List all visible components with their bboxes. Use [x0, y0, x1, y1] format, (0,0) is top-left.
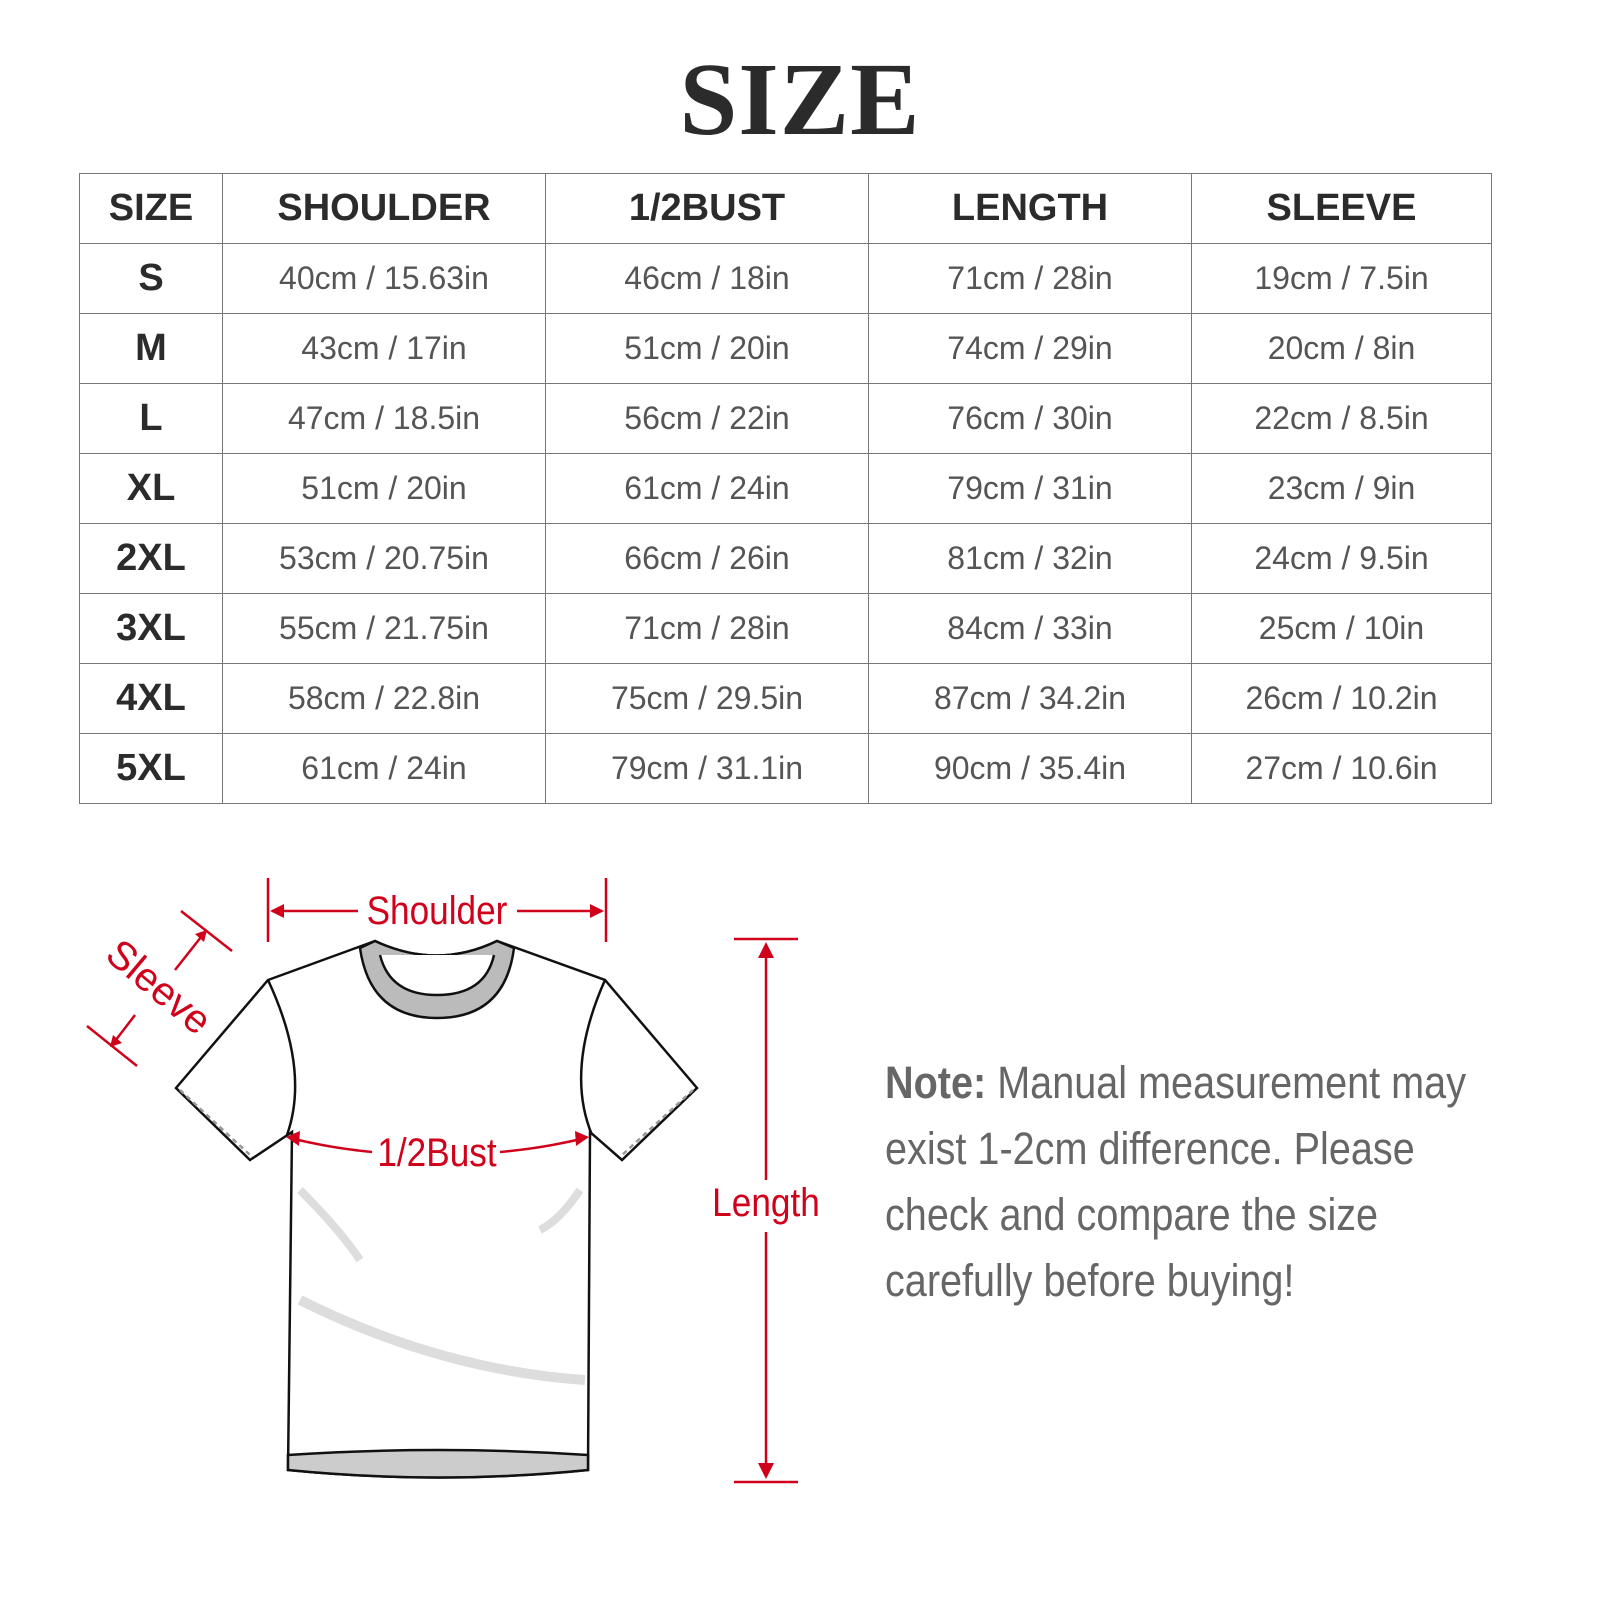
measurement-cell: 71cm / 28in [545, 593, 869, 664]
measurement-cell: 53cm / 20.75in [222, 523, 546, 594]
measurement-cell: 27cm / 10.6in [1191, 733, 1492, 804]
size-cell: 5XL [79, 733, 223, 804]
header-cell: SIZE [79, 173, 223, 244]
measurement-arrows [86, 878, 798, 1484]
header-cell: LENGTH [868, 173, 1192, 244]
bust-label: 1/2Bust [377, 1130, 497, 1175]
size-cell: XL [79, 453, 223, 524]
measurement-cell: 51cm / 20in [222, 453, 546, 524]
length-label: Length [712, 1180, 820, 1225]
measurement-cell: 87cm / 34.2in [868, 663, 1192, 734]
measurement-cell: 81cm / 32in [868, 523, 1192, 594]
note-body: Manual measurement may exist 1-2cm diffe… [885, 1057, 1466, 1306]
sleeve-label: Sleeve [98, 931, 220, 1043]
size-cell: 4XL [79, 663, 223, 734]
table-row: 4XL 58cm / 22.8in 75cm / 29.5in 87cm / 34.2… [79, 663, 1492, 734]
table-row: 3XL 55cm / 21.75in 71cm / 28in 84cm / 33in 2… [79, 593, 1492, 664]
measurement-cell: 71cm / 28in [868, 243, 1192, 314]
note-text: Note: Manual measurement may exist 1-2cm… [885, 1050, 1501, 1314]
size-cell: 2XL [79, 523, 223, 594]
measurement-cell: 19cm / 7.5in [1191, 243, 1492, 314]
table-row: 2XL 53cm / 20.75in 66cm / 26in 81cm / 32in 2… [79, 523, 1492, 594]
header-cell: SHOULDER [222, 173, 546, 244]
measurement-cell: 56cm / 22in [545, 383, 869, 454]
measurement-cell: 90cm / 35.4in [868, 733, 1192, 804]
note-label: Note: [885, 1057, 987, 1108]
measurement-cell: 20cm / 8in [1191, 313, 1492, 384]
measurement-cell: 40cm / 15.63in [222, 243, 546, 314]
table-row: S 40cm / 15.63in 46cm / 18in 71cm / 28in 19c… [79, 243, 1492, 314]
size-cell: L [79, 383, 223, 454]
table-row: 5XL 61cm / 24in 79cm / 31.1in 90cm / 35.4in… [79, 733, 1492, 804]
measurement-cell: 58cm / 22.8in [222, 663, 546, 734]
measurement-cell: 26cm / 10.2in [1191, 663, 1492, 734]
measurement-cell: 46cm / 18in [545, 243, 869, 314]
measurement-cell: 79cm / 31.1in [545, 733, 869, 804]
measurement-cell: 61cm / 24in [545, 453, 869, 524]
measurement-cell: 25cm / 10in [1191, 593, 1492, 664]
size-cell: S [79, 243, 223, 314]
measurement-cell: 55cm / 21.75in [222, 593, 546, 664]
measurement-cell: 76cm / 30in [868, 383, 1192, 454]
measurement-cell: 79cm / 31in [868, 453, 1192, 524]
size-table: SIZE SHOULDER 1/2BUST LENGTH SLEEVE S 40c… [79, 173, 1492, 804]
shoulder-label: Shoulder [367, 888, 508, 933]
measurement-cell: 61cm / 24in [222, 733, 546, 804]
measurement-cell: 47cm / 18.5in [222, 383, 546, 454]
measurement-cell: 84cm / 33in [868, 593, 1192, 664]
measurement-cell: 24cm / 9.5in [1191, 523, 1492, 594]
size-cell: 3XL [79, 593, 223, 664]
table-header-row: SIZE SHOULDER 1/2BUST LENGTH SLEEVE [79, 173, 1492, 244]
tshirt-diagram: Shoulder Sleeve 1/2Bust Length [86, 878, 820, 1484]
measurement-cell: 43cm / 17in [222, 313, 546, 384]
tshirt-illustration [174, 939, 699, 1479]
measurement-cell: 23cm / 9in [1191, 453, 1492, 524]
measurement-cell: 66cm / 26in [545, 523, 869, 594]
table-row: M 43cm / 17in 51cm / 20in 74cm / 29in 20cm /… [79, 313, 1492, 384]
table-row: XL 51cm / 20in 61cm / 24in 79cm / 31in 23cm … [79, 453, 1492, 524]
measurement-cell: 75cm / 29.5in [545, 663, 869, 734]
measurement-cell: 74cm / 29in [868, 313, 1192, 384]
measurement-cell: 22cm / 8.5in [1191, 383, 1492, 454]
header-cell: SLEEVE [1191, 173, 1492, 244]
page-title: SIZE [679, 42, 921, 157]
measurement-cell: 51cm / 20in [545, 313, 869, 384]
size-cell: M [79, 313, 223, 384]
table-row: L 47cm / 18.5in 56cm / 22in 76cm / 30in 22cm… [79, 383, 1492, 454]
header-cell: 1/2BUST [545, 173, 869, 244]
